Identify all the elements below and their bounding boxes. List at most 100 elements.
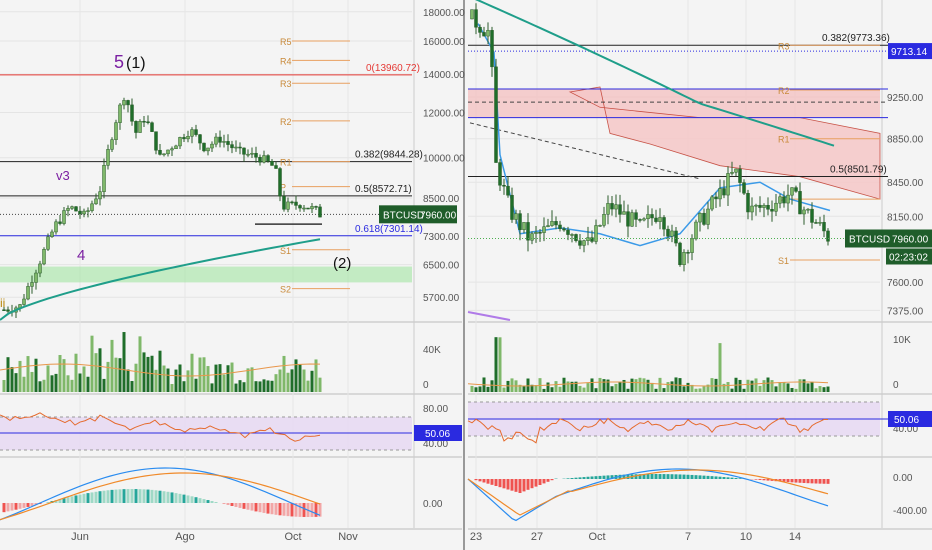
macd-histogram-bar (778, 479, 782, 482)
x-tick-label: Jun (71, 531, 89, 543)
price-badge-value: 7960.00 (892, 234, 929, 245)
candle-body (814, 222, 818, 224)
ichimoku-cloud (568, 86, 881, 200)
candle-body (314, 206, 318, 208)
price-badge-value: 7960.00 (420, 210, 457, 221)
candle-body (290, 201, 294, 204)
pivot-label: R4 (280, 56, 292, 66)
candle-body (514, 213, 518, 220)
candle-body (286, 201, 290, 210)
candle-body (86, 210, 90, 212)
volume-bar (650, 382, 654, 392)
volume-tick-label: 40K (423, 345, 441, 356)
macd-histogram-bar (310, 503, 314, 517)
volume-bar (666, 382, 670, 392)
candle-body (546, 225, 550, 227)
volume-bar (30, 371, 34, 392)
pivot-label: R1 (778, 135, 790, 145)
candle-body (614, 204, 618, 210)
x-tick-label: Nov (338, 531, 358, 543)
countdown-value: 02:23:02 (889, 252, 928, 263)
macd-histogram-bar (194, 497, 198, 503)
y-tick-label: 10000.00 (423, 154, 465, 165)
volume-bar (578, 385, 582, 392)
fib-level-label: 0.5(8572.71) (355, 184, 412, 195)
macd-histogram-bar (102, 490, 106, 503)
volume-bar (18, 360, 22, 392)
macd-histogram-bar (682, 474, 686, 479)
volume-bar (266, 380, 270, 392)
candle-body (646, 214, 650, 220)
macd-histogram-bar (258, 503, 262, 513)
fib-level-label: 0.382(9844.28) (355, 150, 423, 161)
macd-histogram-bar (314, 503, 318, 517)
candle-body (694, 221, 698, 240)
candle-body (54, 221, 58, 233)
macd-histogram-bar (662, 474, 666, 479)
macd-histogram-bar (674, 474, 678, 479)
volume-bar (282, 355, 286, 392)
macd-histogram-bar (598, 475, 602, 479)
level-badge (888, 43, 932, 60)
candle-body (26, 286, 30, 300)
volume-bar (182, 381, 186, 392)
candle-body (142, 121, 146, 123)
volume-bar (114, 357, 118, 392)
candle-body (42, 249, 46, 265)
macd-histogram-bar (650, 474, 654, 479)
volume-bar (42, 379, 46, 392)
candle-body (818, 222, 822, 224)
volume-bar (738, 379, 742, 392)
volume-bar (122, 332, 126, 392)
macd-histogram-bar (46, 502, 50, 503)
macd-histogram-bar (710, 476, 714, 479)
candle-body (6, 309, 10, 312)
macd-histogram-bar (802, 479, 806, 483)
macd-histogram-bar (510, 479, 514, 491)
fib-level-label: 0.618(7301.14) (355, 224, 423, 235)
macd-histogram-bar (294, 503, 298, 517)
candle-body (46, 236, 50, 250)
macd-histogram-bar (518, 479, 522, 493)
candle-body (162, 153, 166, 156)
volume-bar (778, 382, 782, 392)
macd-histogram-bar (86, 493, 90, 503)
macd-histogram-bar (570, 478, 574, 479)
macd-histogram-bar (826, 479, 830, 484)
candle-body (810, 208, 814, 223)
candle-body (798, 191, 802, 215)
candle-body (2, 309, 6, 311)
macd-histogram-bar (134, 489, 138, 503)
macd-histogram-bar (14, 503, 18, 510)
macd-histogram-bar (126, 489, 130, 503)
macd-histogram-bar (26, 503, 30, 507)
volume-bar (210, 383, 214, 392)
candle-body (802, 209, 806, 215)
macd-histogram-bar (158, 490, 162, 503)
candle-body (574, 234, 578, 241)
volume-bar (118, 358, 122, 392)
candle-body (470, 9, 474, 20)
volume-bar (126, 369, 130, 392)
macd-histogram-bar (478, 479, 482, 482)
macd-histogram-bar (270, 503, 274, 515)
macd-histogram-bar (542, 479, 546, 484)
volume-bar (158, 350, 162, 392)
macd-histogram-bar (142, 489, 146, 503)
volume-bar (606, 379, 610, 392)
candle-body (618, 204, 622, 215)
macd-histogram-bar (146, 489, 150, 503)
volume-bar (618, 381, 622, 392)
y-tick-label: 16000.00 (423, 37, 465, 48)
macd-histogram-bar (106, 490, 110, 503)
volume-bar (274, 374, 278, 392)
macd-histogram-bar (698, 475, 702, 479)
macd-histogram-bar (626, 474, 630, 479)
volume-bar (222, 374, 226, 392)
candle-body (822, 222, 826, 232)
candle-body (126, 100, 130, 106)
macd-histogram-bar (690, 474, 694, 479)
candle-body (274, 165, 278, 169)
volume-bar (622, 379, 626, 392)
volume-bar (190, 353, 194, 392)
